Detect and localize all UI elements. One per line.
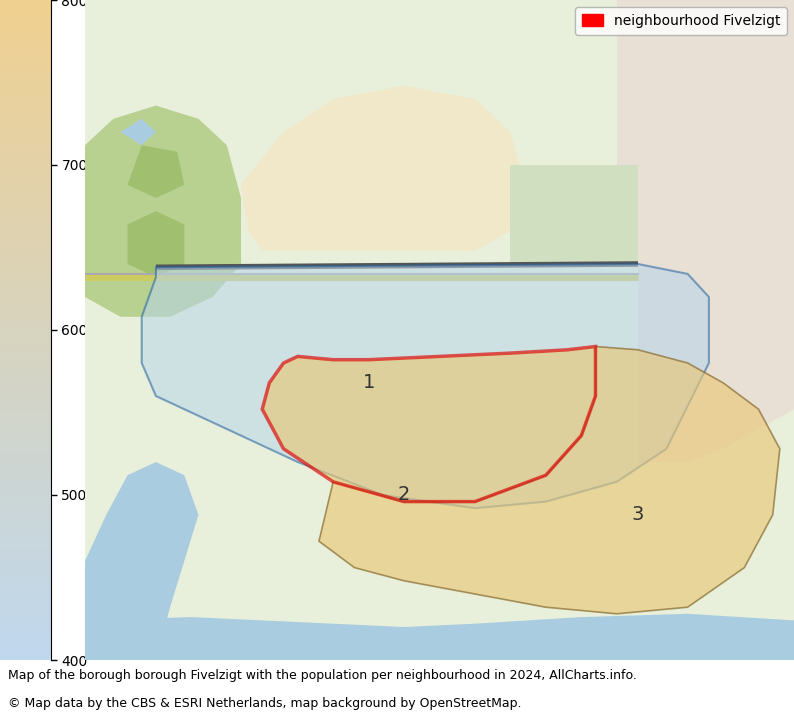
Text: Map of the borough borough Fivelzigt with the population per neighbourhood in 20: Map of the borough borough Fivelzigt wit… [8, 669, 637, 682]
Polygon shape [85, 106, 241, 317]
Polygon shape [617, 0, 794, 165]
Text: 2: 2 [398, 485, 410, 505]
Polygon shape [128, 145, 184, 198]
Polygon shape [141, 264, 709, 508]
Polygon shape [638, 0, 794, 462]
Polygon shape [85, 462, 198, 660]
Text: 1: 1 [362, 373, 375, 393]
Polygon shape [121, 119, 156, 145]
Polygon shape [241, 86, 525, 251]
Polygon shape [85, 614, 794, 660]
Polygon shape [128, 211, 184, 278]
Polygon shape [511, 165, 638, 264]
Polygon shape [262, 347, 596, 502]
Text: © Map data by the CBS & ESRI Netherlands, map background by OpenStreetMap.: © Map data by the CBS & ESRI Netherlands… [8, 697, 522, 710]
Legend: neighbourhood Fivelzigt: neighbourhood Fivelzigt [575, 7, 787, 35]
Text: 3: 3 [632, 505, 644, 524]
Polygon shape [319, 347, 780, 614]
